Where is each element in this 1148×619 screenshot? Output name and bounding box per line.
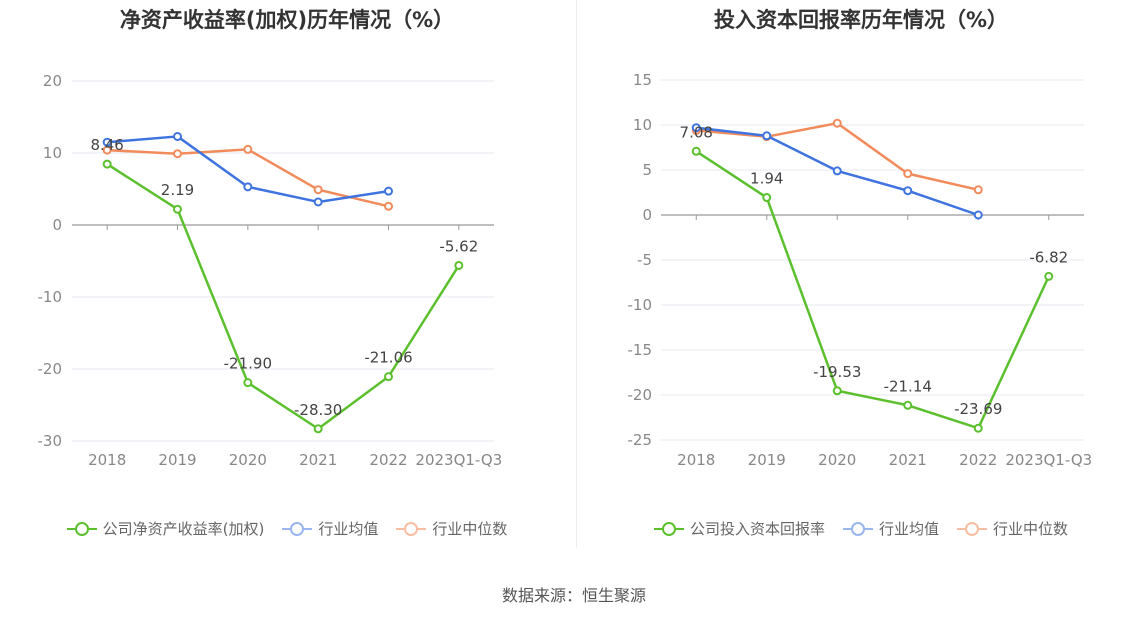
data-label: -19.53 [813,363,861,381]
x-tick-label: 2019 [748,451,786,469]
roe-chart-panel: 净资产收益率(加权)历年情况（%） 20 10 0 -10 -20 -30 2018 2019… [0,0,574,560]
legend-marker-median [396,521,427,536]
y-tick-label: -15 [628,341,653,359]
y-tick-label: -5 [637,251,652,269]
x-tick-label: 2020 [229,451,267,469]
data-label: 2.19 [161,181,194,199]
data-point-avg [832,166,842,176]
data-point-company [173,204,182,214]
legend-item-company[interactable]: 公司净资产收益率(加权) [66,518,265,539]
legend-label: 公司投入资本回报率 [689,520,825,538]
data-point-median [973,185,983,195]
panel-divider [576,0,577,548]
y-tick-label: -20 [38,360,63,378]
legend-label: 行业均值 [878,520,939,538]
data-point-company [1044,271,1054,281]
chart-title: 投入资本回报率历年情况（%） [713,8,1009,32]
data-point-median [173,149,182,159]
data-point-company [762,193,772,203]
legend-item-median[interactable]: 行业中位数 [957,518,1068,539]
data-label: 8.46 [90,136,123,154]
legend-marker-median [957,521,987,536]
data-label: 7.08 [680,123,713,141]
data-label: -21.14 [884,377,932,395]
data-point-avg [313,197,323,207]
data-source-note: 数据来源：恒生聚源 [501,586,646,605]
legend-marker-company [653,521,684,536]
x-tick-label: 2021 [299,451,337,469]
chart-legend: 公司投入资本回报率 行业均值 行业中位数 [574,518,1148,539]
legend-label: 公司净资产收益率(加权) [102,520,265,538]
data-point-avg [903,186,913,196]
legend-item-avg[interactable]: 行业均值 [842,518,939,539]
y-tick-label: 15 [633,71,652,89]
data-point-avg [973,210,983,220]
data-point-company [454,260,464,270]
chart-title: 净资产收益率(加权)历年情况（%） [119,8,455,32]
data-point-median [313,185,323,195]
data-label: -5.62 [439,237,478,255]
y-tick-label: -30 [38,432,63,450]
data-point-avg [384,186,393,196]
data-point-median [243,144,253,154]
y-tick-label: 0 [52,216,62,234]
data-label: -21.06 [364,349,412,367]
x-tick-label: 2022 [369,451,407,469]
data-point-avg [762,131,772,141]
data-point-company [313,424,323,434]
data-point-avg [691,123,701,133]
data-label: -6.82 [1029,248,1068,266]
x-tick-label: 2023Q1-Q3 [415,451,502,469]
x-tick-label: 2021 [889,451,927,469]
x-tick-label: 2018 [88,451,126,469]
data-point-company [384,372,393,382]
data-label: -28.30 [294,401,342,419]
series-line-company [106,163,460,431]
y-tick-label: 20 [43,72,62,90]
y-tick-label: 0 [642,206,652,224]
data-point-company [973,423,983,433]
legend-item-median[interactable]: 行业中位数 [396,518,507,539]
y-tick-label: -10 [628,296,653,314]
data-point-company [832,386,842,396]
y-tick-label: 10 [633,116,652,134]
series-line-company [695,150,1050,430]
legend-item-company[interactable]: 公司投入资本回报率 [653,518,825,539]
x-tick-label: 2020 [818,451,856,469]
chart-legend: 公司净资产收益率(加权) 行业均值 行业中位数 [0,518,574,539]
data-point-company [102,159,112,169]
roic-line-chart: 15 10 5 0 -5 -10 -15 -20 -25 2018 2019 2020 2021 2022… [628,71,1093,469]
data-label: -21.90 [224,355,272,373]
roe-line-chart: 20 10 0 -10 -20 -30 2018 2019 2020 2021 2022 2023Q1… [38,72,503,469]
data-point-median [903,169,913,179]
legend-item-avg[interactable]: 行业均值 [282,518,378,539]
data-label: 1.94 [750,170,783,188]
data-label: -23.69 [954,400,1002,418]
y-tick-label: -10 [38,288,63,306]
data-point-avg [243,182,253,192]
roic-chart-panel: 投入资本回报率历年情况（%） 15 10 5 0 -5 -10 -15 -20 -25 2018 2… [574,0,1148,560]
y-tick-label: -25 [628,431,653,449]
x-tick-label: 2023Q1-Q3 [1005,451,1092,469]
data-point-avg [173,131,182,141]
data-point-avg [102,137,112,147]
y-tick-label: 5 [642,161,652,179]
data-point-median [384,201,393,211]
data-point-company [903,400,913,410]
y-tick-label: 10 [43,144,62,162]
legend-marker-company [66,521,97,536]
legend-marker-avg [842,521,873,536]
data-point-median [832,118,842,128]
legend-marker-avg [282,521,313,536]
legend-label: 行业中位数 [432,520,508,538]
y-tick-label: -20 [628,386,653,404]
data-point-company [243,378,253,388]
legend-label: 行业中位数 [993,520,1069,538]
x-tick-label: 2022 [959,451,997,469]
x-tick-label: 2018 [677,451,715,469]
x-tick-label: 2019 [158,451,196,469]
legend-label: 行业均值 [318,520,379,538]
data-point-company [691,146,701,156]
